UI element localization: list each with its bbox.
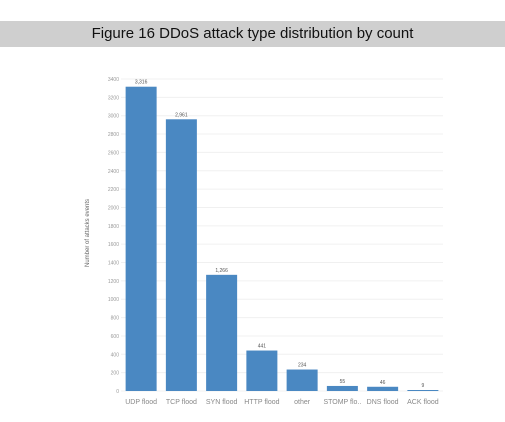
data-label-6: 46	[380, 380, 386, 386]
data-label-4: 234	[298, 363, 307, 369]
y-axis-label: Number of attacks events	[85, 199, 91, 267]
y-tick-label: 1800	[108, 224, 119, 230]
data-label-3: 441	[258, 344, 267, 350]
y-tick-label: 1200	[108, 279, 119, 285]
data-label-2: 1,266	[215, 268, 228, 274]
bar-6	[367, 386, 399, 391]
bar-7	[407, 390, 439, 391]
category-label-1: TCP flood	[166, 399, 197, 406]
y-tick-label: 600	[111, 334, 120, 340]
data-labels: 3,316 2,961 1,266 441 234 55 46 9	[135, 80, 425, 389]
y-tick-label: 1400	[108, 261, 119, 267]
y-tick-label: 800	[111, 316, 120, 322]
data-label-1: 2,961	[175, 112, 188, 118]
y-tick-label: 2400	[108, 169, 119, 175]
data-label-5: 55	[340, 379, 346, 385]
data-label-0: 3,316	[135, 80, 148, 86]
data-label-7: 9	[421, 383, 424, 389]
category-label-7: ACK flood	[407, 399, 439, 406]
y-tick-label: 3200	[108, 95, 119, 101]
y-tick-label: 1600	[108, 242, 119, 248]
y-tick-label: 400	[111, 352, 120, 358]
bar-2	[206, 274, 238, 391]
y-tick-label: 0	[116, 389, 119, 395]
bars	[125, 86, 439, 392]
bar-3	[246, 350, 278, 391]
category-labels: UDP flood TCP flood SYN flood HTTP flood oth…	[125, 399, 438, 406]
bar-4	[286, 369, 318, 391]
y-tick-label: 1000	[108, 297, 119, 303]
bar-5	[326, 385, 358, 391]
y-axis-ticks: 0 200 400 600 800 1000 1200 1400 1600 1800 2000 220…	[108, 77, 119, 395]
y-tick-label: 2800	[108, 132, 119, 138]
category-label-4: other	[294, 399, 311, 406]
category-label-6: DNS flood	[367, 399, 399, 406]
category-label-2: SYN flood	[206, 399, 238, 406]
category-label-0: UDP flood	[125, 399, 157, 406]
y-tick-label: 200	[111, 371, 120, 377]
bar-0	[125, 86, 157, 391]
category-label-5: STOMP flo..	[323, 399, 361, 406]
y-tick-label: 2000	[108, 205, 119, 211]
y-tick-label: 2200	[108, 187, 119, 193]
bar-1	[165, 119, 197, 392]
category-label-3: HTTP flood	[244, 399, 279, 406]
y-tick-label: 2600	[108, 150, 119, 156]
y-tick-label: 3400	[108, 77, 119, 83]
y-tick-label: 3000	[108, 114, 119, 120]
figure-title: Figure 16 DDoS attack type distribution …	[0, 21, 505, 47]
